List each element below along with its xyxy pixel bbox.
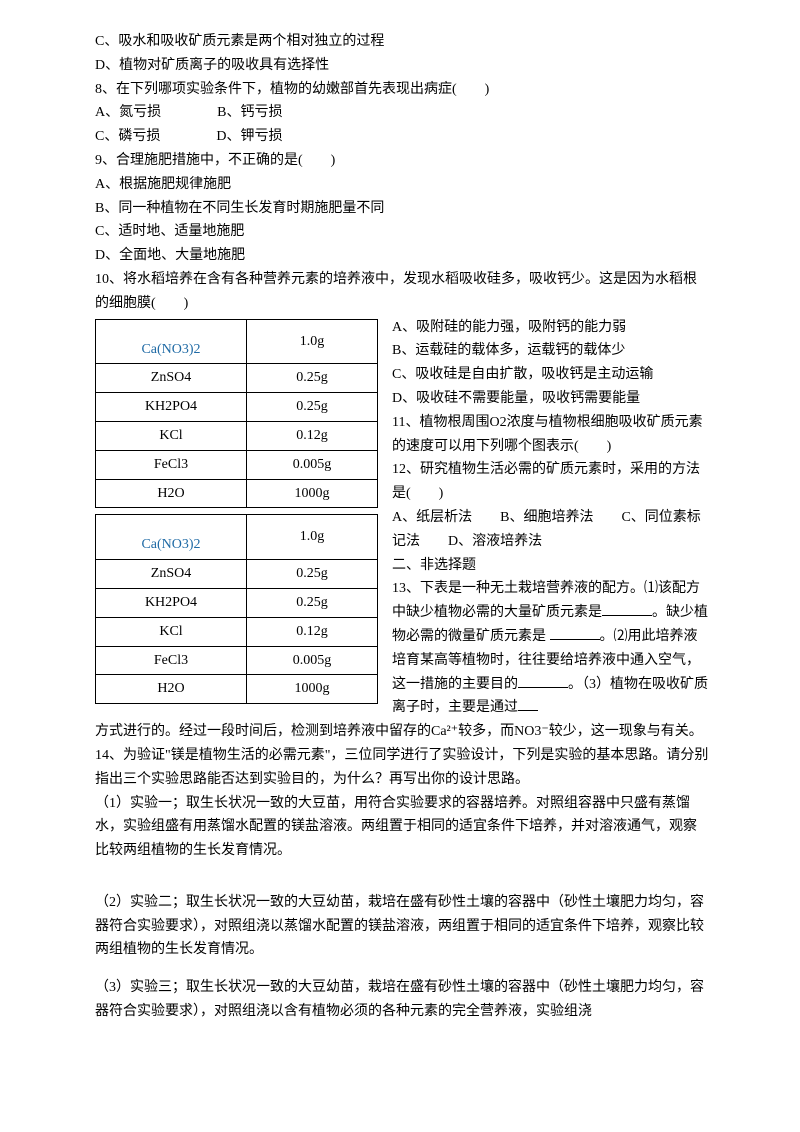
value-cell: 0.25g bbox=[247, 560, 378, 589]
table-row: Ca(NO3)21.0g bbox=[96, 515, 378, 560]
nutrient-table-b: Ca(NO3)21.0gZnSO40.25gKH2PO40.25gKCl0.12… bbox=[95, 514, 378, 704]
blank bbox=[550, 625, 600, 640]
wrap-zone: Ca(NO3)21.0gZnSO40.25gKH2PO40.25gKCl0.12… bbox=[95, 316, 710, 721]
experiment-3: （3）实验三；取生长状况一致的大豆幼苗，栽培在盛有砂性土壤的容器中（砂性土壤肥力… bbox=[95, 976, 710, 1024]
table-row: KH2PO40.25g bbox=[96, 588, 378, 617]
text-line: B、同一种植物在不同生长发育时期施肥量不同 bbox=[95, 197, 710, 221]
text-line: D、全面地、大量地施肥 bbox=[95, 244, 710, 268]
text-line: A、氮亏损 B、钙亏损 bbox=[95, 101, 710, 125]
text-line: C、适时地、适量地施肥 bbox=[95, 220, 710, 244]
text-line: 8、在下列哪项实验条件下，植物的幼嫩部首先表现出病症( ) bbox=[95, 78, 710, 102]
chem-cell: KH2PO4 bbox=[96, 393, 247, 422]
experiment-2: （2）实验二；取生长状况一致的大豆幼苗，栽培在盛有砂性土壤的容器中（砂性土壤肥力… bbox=[95, 891, 710, 962]
value-cell: 0.25g bbox=[247, 588, 378, 617]
table-row: KH2PO40.25g bbox=[96, 393, 378, 422]
blank bbox=[518, 673, 568, 688]
table-row: H2O1000g bbox=[96, 479, 378, 508]
experiment-1: （1）实验一；取生长状况一致的大豆苗，用符合实验要求的容器培养。对照组容器中只盛… bbox=[95, 792, 710, 863]
spacer bbox=[95, 863, 710, 891]
value-cell: 0.12g bbox=[247, 421, 378, 450]
chem-cell: FeCl3 bbox=[96, 450, 247, 479]
nutrient-table-a: Ca(NO3)21.0gZnSO40.25gKH2PO40.25gKCl0.12… bbox=[95, 319, 378, 509]
table-row: KCl0.12g bbox=[96, 617, 378, 646]
value-cell: 1000g bbox=[247, 479, 378, 508]
chem-cell: ZnSO4 bbox=[96, 364, 247, 393]
value-cell: 0.25g bbox=[247, 364, 378, 393]
table-row: ZnSO40.25g bbox=[96, 364, 378, 393]
chem-cell: Ca(NO3)2 bbox=[96, 515, 247, 560]
spacer bbox=[95, 962, 710, 976]
top-block: C、吸水和吸收矿质元素是两个相对独立的过程 D、植物对矿质离子的吸收具有选择性 … bbox=[95, 30, 710, 316]
table-row: H2O1000g bbox=[96, 675, 378, 704]
table-row: FeCl30.005g bbox=[96, 450, 378, 479]
table-row: Ca(NO3)21.0g bbox=[96, 319, 378, 364]
blank bbox=[518, 696, 538, 711]
value-cell: 0.25g bbox=[247, 393, 378, 422]
text-line: 方式进行的。经过一段时间后，检测到培养液中留存的Ca²⁺较多，而NO3⁻较少，这… bbox=[95, 720, 710, 744]
chem-cell: KCl bbox=[96, 617, 247, 646]
text-line: 9、合理施肥措施中，不正确的是( ) bbox=[95, 149, 710, 173]
value-cell: 0.12g bbox=[247, 617, 378, 646]
value-cell: 0.005g bbox=[247, 450, 378, 479]
chem-cell: ZnSO4 bbox=[96, 560, 247, 589]
chem-cell: H2O bbox=[96, 479, 247, 508]
table-row: KCl0.12g bbox=[96, 421, 378, 450]
text-line: C、吸水和吸收矿质元素是两个相对独立的过程 bbox=[95, 30, 710, 54]
chem-cell: H2O bbox=[96, 675, 247, 704]
chem-cell: KCl bbox=[96, 421, 247, 450]
chem-cell: KH2PO4 bbox=[96, 588, 247, 617]
table-row: FeCl30.005g bbox=[96, 646, 378, 675]
value-cell: 1.0g bbox=[247, 515, 378, 560]
page: C、吸水和吸收矿质元素是两个相对独立的过程 D、植物对矿质离子的吸收具有选择性 … bbox=[0, 0, 800, 1064]
value-cell: 1000g bbox=[247, 675, 378, 704]
text-line: A、根据施肥规律施肥 bbox=[95, 173, 710, 197]
value-cell: 1.0g bbox=[247, 319, 378, 364]
blank bbox=[602, 601, 652, 616]
text-line: C、磷亏损 D、钾亏损 bbox=[95, 125, 710, 149]
chem-cell: Ca(NO3)2 bbox=[96, 319, 247, 364]
table-row: ZnSO40.25g bbox=[96, 560, 378, 589]
value-cell: 0.005g bbox=[247, 646, 378, 675]
chem-cell: FeCl3 bbox=[96, 646, 247, 675]
question-14-head: 14、为验证"镁是植物生活的必需元素"，三位同学进行了实验设计，下列是实验的基本… bbox=[95, 744, 710, 792]
text-line: 10、将水稻培养在含有各种营养元素的培养液中，发现水稻吸收硅多，吸收钙少。这是因… bbox=[95, 268, 710, 316]
text-line: D、植物对矿质离子的吸收具有选择性 bbox=[95, 54, 710, 78]
